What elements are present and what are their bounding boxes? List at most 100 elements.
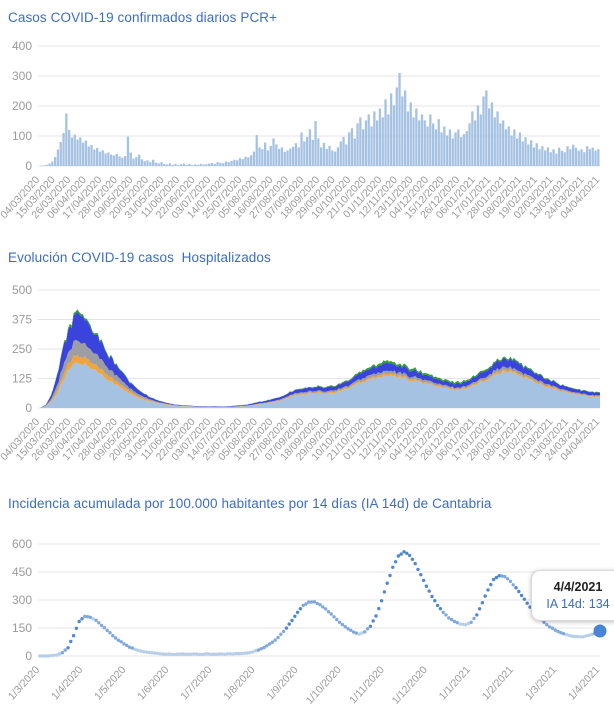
incidence-dot (88, 615, 93, 619)
bar (583, 152, 586, 166)
incidence-dot (298, 607, 303, 611)
bar (398, 73, 401, 166)
incidence-dot (393, 560, 398, 564)
bar (535, 143, 538, 166)
incidence-dot (416, 567, 420, 572)
incidence-dot (452, 619, 457, 624)
incidence-dot (273, 638, 277, 642)
bar (454, 132, 457, 166)
bar (426, 126, 429, 166)
bar (132, 158, 135, 166)
bar (460, 137, 463, 166)
hospitalized-plot[interactable]: 500375250125004/03/202015/03/202026/03/2… (0, 270, 614, 478)
incidence-dot (570, 634, 574, 638)
bar (353, 138, 356, 166)
incidence-dot (245, 651, 249, 655)
x-tick-label: 1/4/2021 (566, 664, 602, 703)
incidence-dot (105, 628, 109, 633)
bar (325, 148, 328, 166)
incidence-dot (304, 602, 308, 606)
incidence-dot (74, 626, 79, 630)
incidence-dot (519, 593, 524, 598)
bar (121, 157, 124, 166)
incidence-dot (223, 652, 227, 656)
bar (255, 135, 258, 166)
bar (420, 114, 424, 166)
incidence-dot (368, 624, 373, 628)
incidence-dot (371, 619, 375, 623)
incidence-dot (71, 634, 76, 638)
incidence-dot (91, 617, 95, 621)
incidence-dot (500, 574, 504, 578)
bar (334, 151, 337, 166)
incidence-dot (262, 645, 266, 650)
y-tick-label: 150 (12, 621, 32, 635)
bar (56, 149, 60, 166)
bar (367, 114, 370, 166)
incidence-dot (438, 607, 443, 611)
chart-section-hospitalized: Evolución COVID-19 casos Hospitalizados … (0, 236, 614, 478)
incidence-dot (136, 648, 140, 652)
incidence-dot (374, 614, 378, 618)
bar (70, 137, 74, 166)
bar (513, 129, 516, 166)
incidence-dot (447, 616, 451, 620)
daily-cases-plot[interactable]: 400300200100004/03/202015/03/202026/03/2… (0, 30, 614, 236)
y-tick-label: 375 (12, 313, 32, 327)
incidence-dot (63, 648, 67, 652)
bar (146, 160, 149, 166)
incidence-dot (455, 620, 459, 625)
chart-section-daily-cases: Casos COVID-19 confirmados diarios PCR+ … (0, 0, 614, 236)
bar (283, 151, 286, 166)
incidence-dot (116, 638, 121, 642)
bar (194, 164, 197, 166)
incidence-dot (589, 632, 594, 637)
bar (96, 148, 99, 166)
bar (76, 139, 79, 166)
incidence-dot (169, 652, 174, 656)
bar (227, 162, 230, 166)
bar (451, 138, 454, 166)
incidence-dot (206, 652, 210, 656)
bar (563, 152, 566, 166)
incidence-dot (332, 615, 336, 619)
incidence-dot (581, 635, 585, 639)
bar (107, 152, 110, 166)
incidence-dot (111, 634, 115, 638)
incidence-dot (525, 601, 529, 605)
bar (280, 147, 284, 166)
bar (345, 144, 348, 166)
bar (199, 163, 202, 166)
bar (432, 123, 435, 166)
bar (423, 120, 426, 166)
bar (157, 163, 160, 166)
incidence-dot (97, 621, 101, 625)
incidence-dot (343, 625, 347, 629)
bar (101, 150, 104, 166)
bar (182, 163, 186, 166)
bar (45, 164, 48, 166)
bar (348, 132, 351, 166)
bar (560, 150, 564, 166)
bar (135, 157, 138, 166)
y-tick-label: 100 (12, 129, 32, 143)
bar (191, 165, 194, 166)
bar (118, 156, 121, 166)
incidence-dot (329, 612, 333, 616)
bar (224, 161, 228, 166)
incidence-dot (326, 610, 331, 614)
bar (569, 149, 572, 166)
x-tick-label: 1/7/2020 (178, 664, 214, 703)
bar (490, 102, 494, 166)
bar (216, 162, 219, 166)
bar (48, 163, 51, 166)
bar (236, 160, 239, 166)
incidence-plot[interactable]: 600 450 300 150 01/3/2020 1/4/2020 1/5/2020 1/6… (0, 516, 614, 720)
incidence-dot (290, 618, 294, 623)
incidence-dot (94, 618, 98, 622)
incidence-dot (564, 632, 569, 637)
area-layer-light-blue-area (40, 362, 600, 408)
incidence-dot (197, 652, 202, 657)
incidence-dot (349, 628, 353, 632)
y-tick-label: 400 (12, 39, 32, 53)
